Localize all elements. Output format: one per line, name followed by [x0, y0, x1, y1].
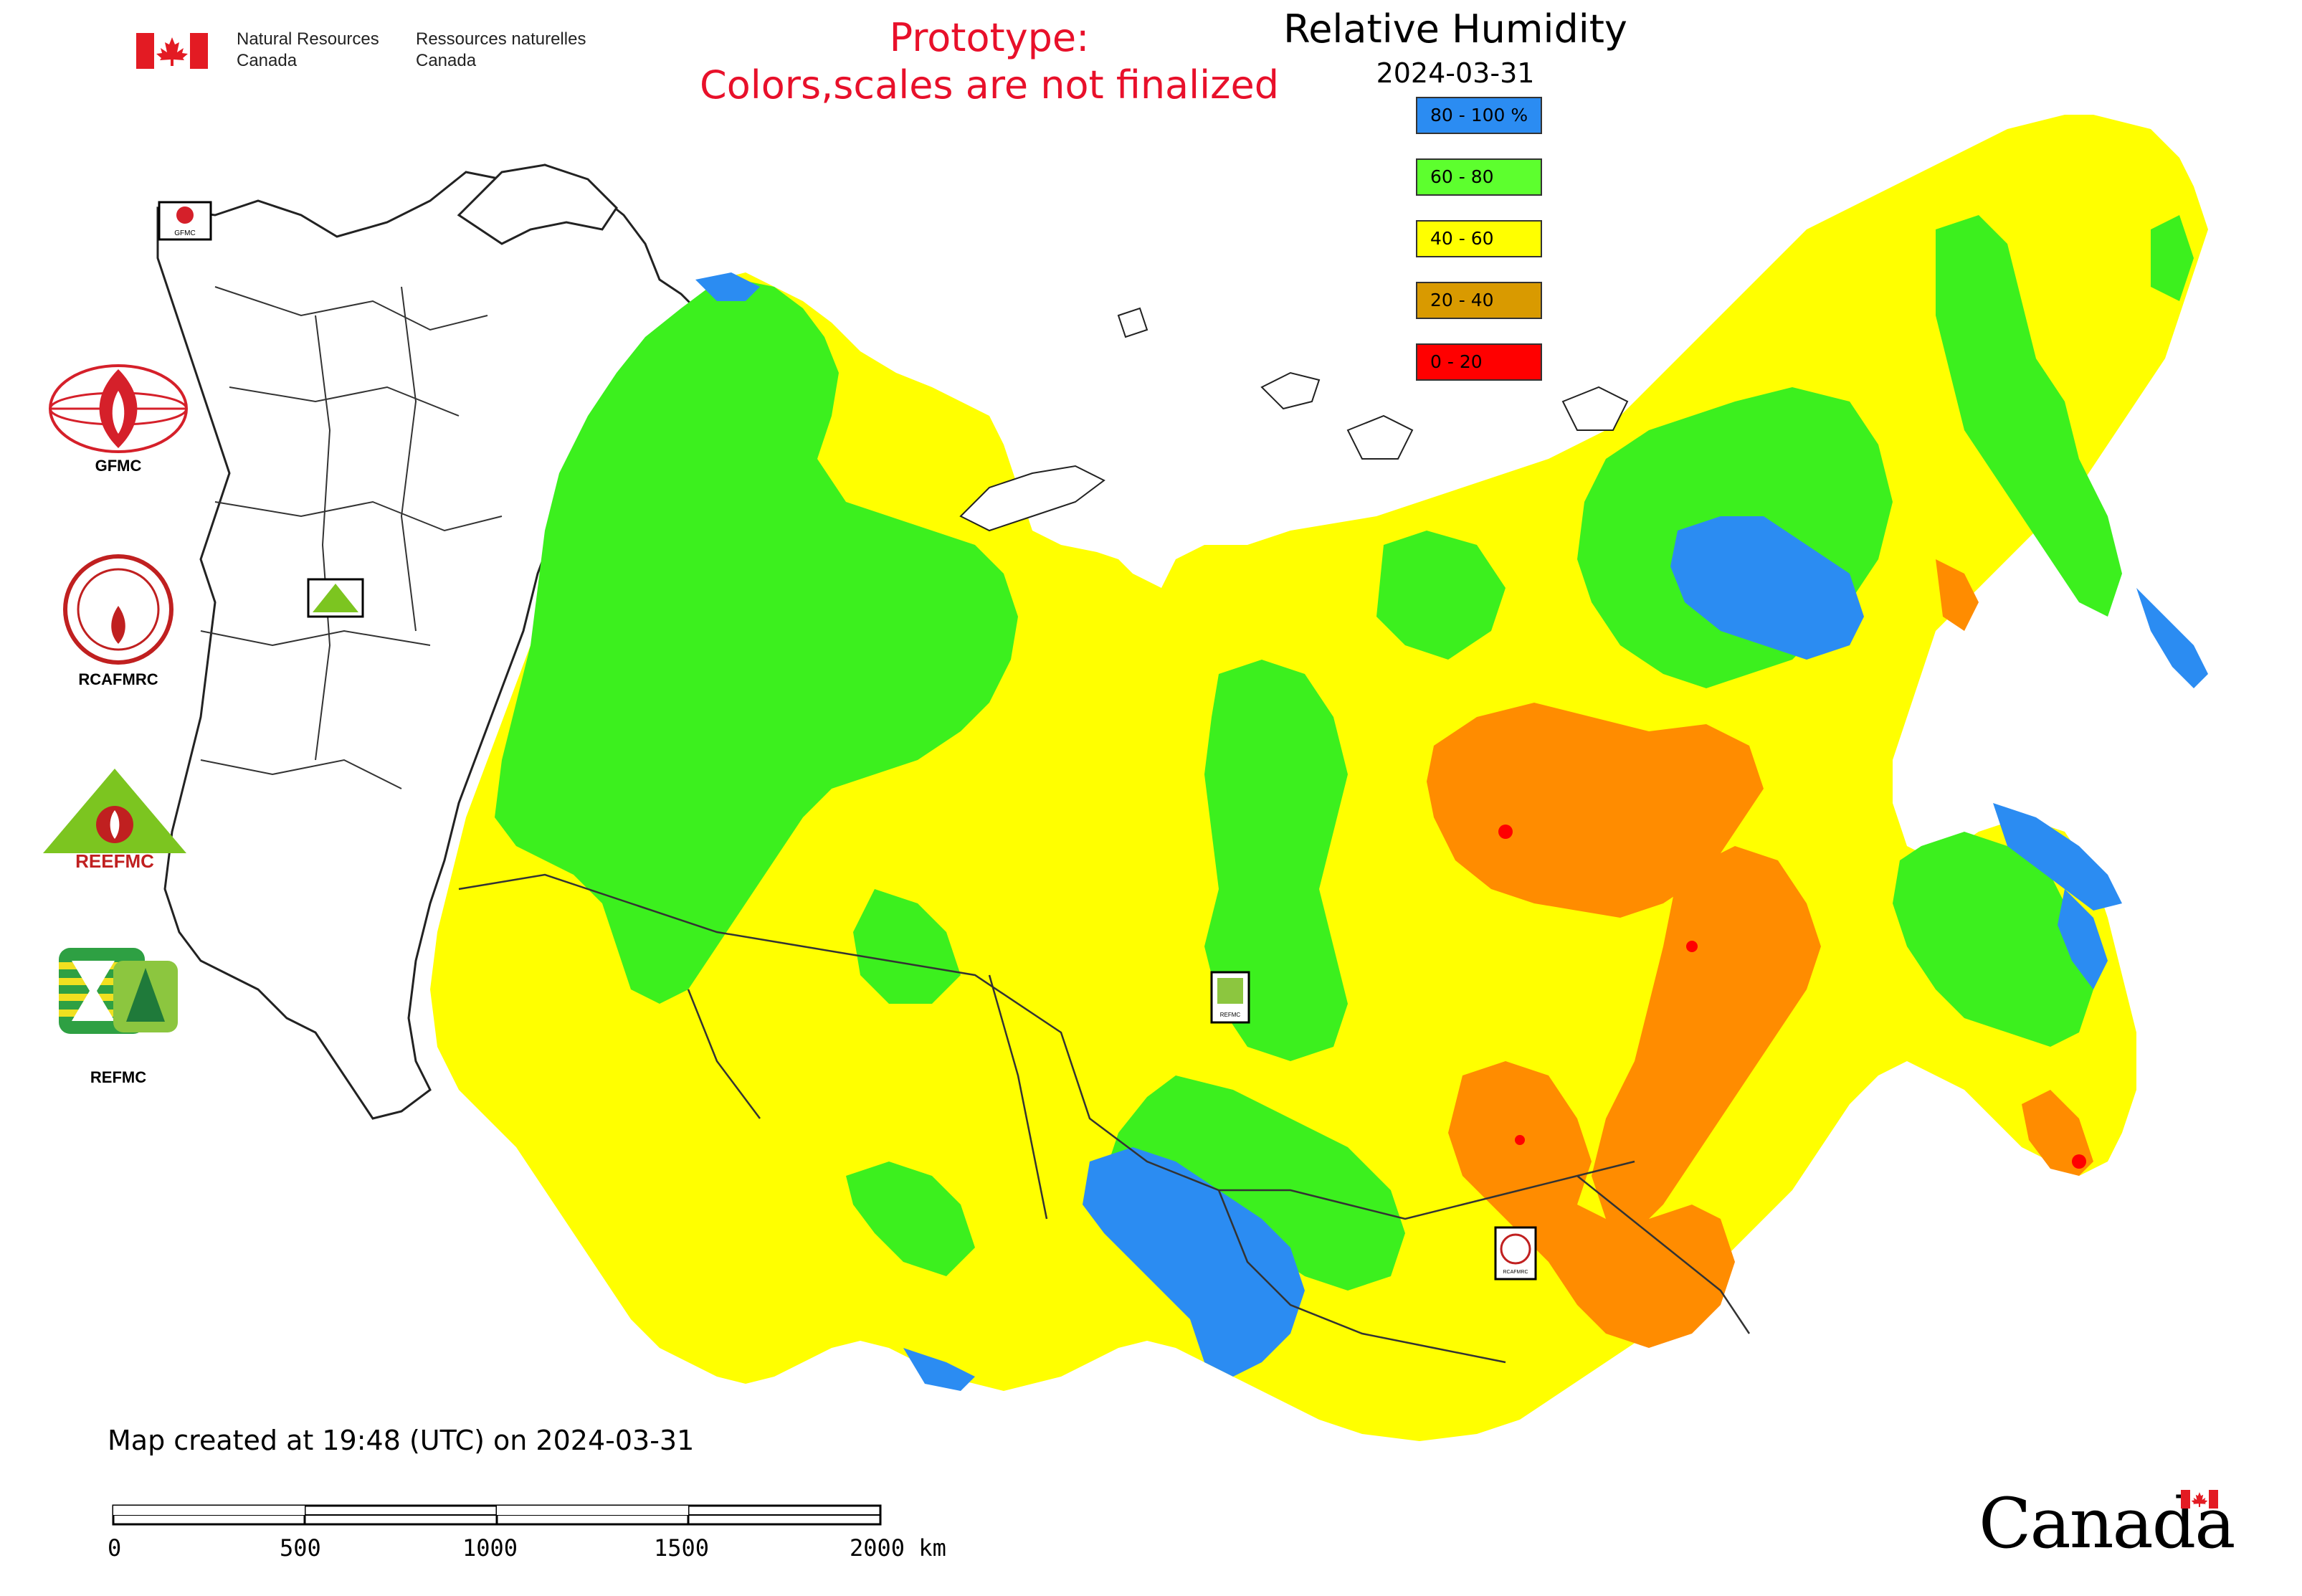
map-date: 2024-03-31	[1376, 57, 1535, 89]
refmc-sigma-icon	[59, 948, 178, 1034]
europe-borders	[200, 286, 503, 789]
logo-reefmc: REEFMC	[39, 767, 197, 875]
nrcan-signature: Natural Resources Canada Ressources natu…	[136, 29, 624, 79]
map-created-note: Map created at 19:48 (UTC) on 2024-03-31	[108, 1425, 695, 1456]
humidity-zone-60-80	[495, 215, 2194, 1291]
arctic-islands	[959, 307, 1629, 532]
svg-text:RCAFMRC: RCAFMRC	[1503, 1270, 1528, 1275]
legend-item-80-100: 80 - 100 %	[1416, 97, 1542, 134]
logo-refmc-label: REFMC	[90, 1068, 147, 1086]
canada-flag-icon	[136, 33, 208, 69]
scale-label-2000: 2000 km	[850, 1534, 946, 1562]
logo-gfmc-label: GFMC	[95, 457, 142, 475]
logo-rcafmrc: RCAFMRC	[39, 552, 197, 695]
scale-bar: 0 500 1000 1500 2000 km	[108, 1498, 968, 1562]
agency-name-en: Natural Resources Canada	[237, 29, 379, 70]
logo-gfmc: GFMC	[39, 362, 197, 477]
logo-rcafmrc-label: RCAFMRC	[78, 670, 158, 688]
centre-marker-gfmc: GFMC	[158, 201, 212, 241]
svg-text:REFMC: REFMC	[1220, 1012, 1241, 1018]
europe-outline	[156, 163, 704, 1120]
canada-wordmark: Canada	[1979, 1484, 2235, 1563]
scale-bar-graphic	[112, 1504, 882, 1526]
legend-item-0-20: 0 - 20	[1416, 343, 1542, 381]
legend-item-60-80: 60 - 80	[1416, 158, 1542, 196]
scale-label-1500: 1500	[654, 1534, 710, 1562]
legend-item-20-40: 20 - 40	[1416, 282, 1542, 319]
humidity-zone-0-20	[1498, 825, 2086, 1169]
scale-label-1000: 1000	[462, 1534, 518, 1562]
scale-label-0: 0	[108, 1534, 122, 1562]
centre-marker-refmc: REFMC	[1210, 971, 1250, 1024]
centre-marker-rcafmrc: RCAFMRC	[1494, 1226, 1537, 1281]
map-title: Relative Humidity	[1283, 6, 1627, 52]
humidity-zone-80-100	[695, 272, 2208, 1391]
prototype-notice: Prototype: Colors,scales are not finaliz…	[700, 15, 1279, 108]
rcafmrc-seal-icon	[63, 554, 173, 665]
logo-refmc: REFMC	[54, 946, 211, 1090]
reefmc-triangle-icon: REEFMC	[43, 769, 186, 871]
gfmc-globe-flame-icon	[49, 364, 188, 453]
canada-wordmark-flag-icon	[2181, 1490, 2218, 1509]
scale-label-500: 500	[280, 1534, 321, 1562]
svg-text:GFMC: GFMC	[174, 229, 195, 237]
agency-name-fr: Ressources naturelles Canada	[416, 29, 586, 70]
canada-wordmark-text: Canada	[1979, 1483, 2235, 1564]
svg-text:REEFMC: REEFMC	[75, 850, 154, 871]
humidity-zone-20-40	[1427, 559, 2093, 1348]
centre-marker-reefmc	[307, 578, 364, 618]
legend-item-40-60: 40 - 60	[1416, 220, 1542, 257]
country-borders	[458, 873, 1751, 1364]
